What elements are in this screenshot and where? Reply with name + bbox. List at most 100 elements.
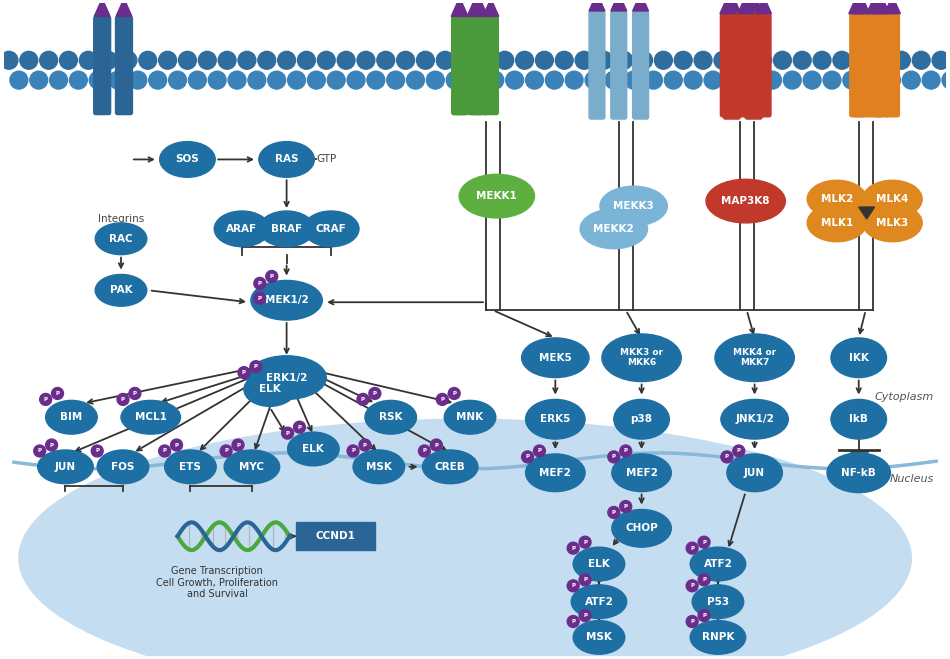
- Circle shape: [80, 51, 97, 69]
- Polygon shape: [746, 0, 762, 11]
- Circle shape: [922, 71, 940, 89]
- Polygon shape: [874, 0, 889, 14]
- Text: ELK: ELK: [258, 384, 280, 395]
- Circle shape: [238, 51, 256, 69]
- FancyBboxPatch shape: [854, 14, 869, 117]
- Circle shape: [139, 51, 157, 69]
- Text: P: P: [612, 510, 616, 515]
- Circle shape: [46, 439, 58, 451]
- Circle shape: [254, 277, 266, 289]
- FancyBboxPatch shape: [611, 11, 627, 119]
- Text: P: P: [702, 540, 706, 545]
- Polygon shape: [724, 0, 740, 11]
- Circle shape: [744, 71, 762, 89]
- Circle shape: [902, 71, 921, 89]
- FancyBboxPatch shape: [116, 16, 132, 115]
- Circle shape: [883, 71, 901, 89]
- Text: CCND1: CCND1: [315, 531, 355, 541]
- Circle shape: [188, 71, 206, 89]
- Ellipse shape: [863, 204, 922, 242]
- Text: P: P: [434, 442, 438, 447]
- Ellipse shape: [693, 585, 744, 619]
- Text: P: P: [690, 546, 694, 551]
- Circle shape: [644, 71, 662, 89]
- Polygon shape: [467, 0, 483, 16]
- FancyBboxPatch shape: [484, 16, 499, 115]
- Text: P: P: [224, 449, 228, 453]
- Circle shape: [615, 51, 633, 69]
- FancyBboxPatch shape: [885, 14, 900, 117]
- Text: ELK: ELK: [302, 444, 324, 454]
- FancyBboxPatch shape: [633, 11, 649, 119]
- Circle shape: [407, 71, 425, 89]
- Circle shape: [268, 71, 286, 89]
- Text: RAC: RAC: [109, 234, 133, 244]
- Circle shape: [337, 51, 355, 69]
- Circle shape: [545, 71, 563, 89]
- Text: P: P: [38, 449, 42, 453]
- Ellipse shape: [525, 454, 585, 492]
- Circle shape: [448, 387, 460, 399]
- Circle shape: [40, 393, 51, 405]
- Circle shape: [248, 71, 266, 89]
- Circle shape: [686, 580, 698, 592]
- FancyBboxPatch shape: [94, 16, 110, 115]
- Text: Nucleus: Nucleus: [890, 474, 934, 484]
- Circle shape: [357, 393, 369, 405]
- Ellipse shape: [365, 401, 416, 434]
- Ellipse shape: [600, 186, 667, 226]
- Circle shape: [308, 71, 325, 89]
- Text: P: P: [162, 449, 166, 453]
- Circle shape: [159, 51, 177, 69]
- Circle shape: [436, 393, 448, 405]
- Circle shape: [863, 71, 881, 89]
- Text: P: P: [121, 397, 125, 402]
- Polygon shape: [94, 0, 110, 16]
- Circle shape: [912, 51, 930, 69]
- Text: MLK2: MLK2: [821, 194, 853, 204]
- Circle shape: [932, 51, 950, 69]
- Circle shape: [803, 71, 821, 89]
- Circle shape: [721, 451, 732, 463]
- Circle shape: [266, 270, 277, 283]
- Ellipse shape: [97, 450, 149, 484]
- Circle shape: [595, 51, 613, 69]
- Circle shape: [823, 71, 841, 89]
- Circle shape: [10, 71, 28, 89]
- Text: MNK: MNK: [457, 413, 484, 422]
- Ellipse shape: [808, 181, 866, 218]
- Circle shape: [516, 51, 534, 69]
- Text: P: P: [702, 577, 706, 583]
- Circle shape: [773, 51, 791, 69]
- Circle shape: [585, 71, 603, 89]
- Polygon shape: [483, 0, 499, 16]
- Polygon shape: [116, 0, 132, 16]
- Ellipse shape: [95, 274, 147, 306]
- Text: P: P: [257, 281, 262, 286]
- Circle shape: [232, 439, 244, 451]
- Text: BRAF: BRAF: [271, 224, 302, 234]
- Circle shape: [714, 51, 732, 69]
- Text: P: P: [525, 455, 529, 459]
- Text: P: P: [624, 449, 628, 453]
- Circle shape: [580, 610, 591, 621]
- Text: P: P: [583, 540, 587, 545]
- Text: MEKK3: MEKK3: [614, 201, 654, 211]
- Circle shape: [159, 445, 171, 457]
- Text: MEKK2: MEKK2: [594, 224, 635, 234]
- Ellipse shape: [580, 209, 648, 248]
- Circle shape: [29, 71, 48, 89]
- Text: CHOP: CHOP: [625, 523, 658, 533]
- FancyBboxPatch shape: [874, 14, 889, 117]
- Circle shape: [427, 71, 445, 89]
- Circle shape: [430, 439, 443, 451]
- Circle shape: [168, 71, 186, 89]
- Text: MLK1: MLK1: [821, 218, 853, 228]
- Text: MEF2: MEF2: [626, 468, 657, 478]
- Circle shape: [419, 445, 430, 457]
- Text: P53: P53: [707, 596, 729, 607]
- Ellipse shape: [573, 547, 625, 581]
- Circle shape: [580, 536, 591, 548]
- Circle shape: [117, 393, 129, 405]
- Text: P: P: [440, 397, 445, 402]
